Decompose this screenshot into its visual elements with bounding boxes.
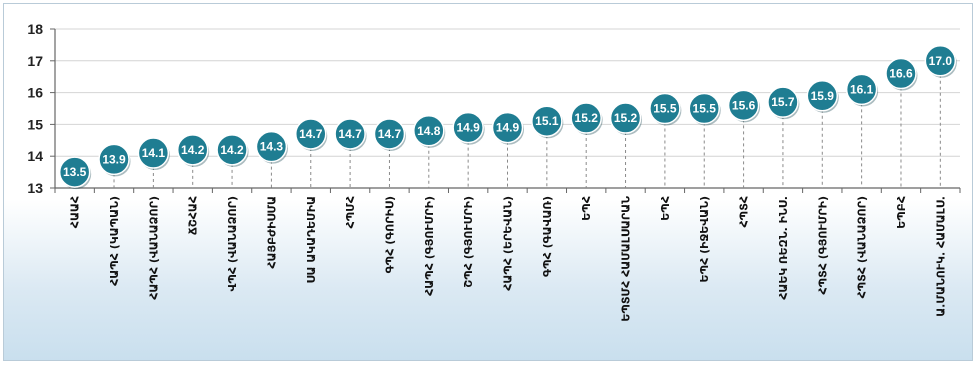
data-points: 13.5 13.9 14.1 14.2 14.2 14.3 14.7 14.7 14.7 14.8… <box>58 45 957 190</box>
category-label: ՇՊՀ (ԳՅՈՒՄՐԻ) <box>462 196 475 288</box>
data-label: 15.9 <box>811 89 835 103</box>
data-label: 14.2 <box>220 143 244 157</box>
category-label: ԳՊՀ (ԳՈՐԻՍ) <box>383 196 396 273</box>
y-tick-label: 18 <box>27 21 43 37</box>
data-label: 15.2 <box>575 111 599 125</box>
data-point <box>531 105 563 137</box>
axes <box>50 28 961 193</box>
category-label: ԳՊՀ (ԳԱՎԱՌ) <box>541 196 554 277</box>
data-point <box>295 118 327 150</box>
data-label: 15.1 <box>535 114 559 128</box>
y-tick-labels: 13 14 15 16 17 18 <box>27 21 43 196</box>
category-label: ՀՊՏՀ (ՎԱՆԱՁՈՐ) <box>856 196 869 298</box>
y-tick-label: 16 <box>27 85 43 101</box>
category-label: ԵՊՀ <box>659 196 672 221</box>
category-label: ՀԱՅԲԺԻՍՄԱ <box>265 196 278 269</box>
category-label: ՀՊՄՀ <box>344 196 357 228</box>
data-label: 15.6 <box>732 98 756 112</box>
y-tick-label: 15 <box>27 116 43 132</box>
data-point <box>334 118 366 150</box>
data-label: 16.6 <box>889 67 913 81</box>
data-label: 13.9 <box>102 152 126 166</box>
data-label: 14.7 <box>299 127 323 141</box>
data-point <box>924 45 957 77</box>
data-point <box>137 137 170 169</box>
category-label: ՃՇՀԱՀ <box>187 196 200 235</box>
category-label: ԵՊՀ <box>580 196 593 221</box>
data-point <box>176 134 209 166</box>
data-label: 14.3 <box>260 140 284 154</box>
category-label: ՀԱՊՀ (ԳՅՈՒՄՐԻ) <box>423 196 436 296</box>
data-label: 14.8 <box>417 124 441 138</box>
data-point <box>806 80 839 112</box>
data-label: 15.2 <box>614 111 638 125</box>
category-label: ՍԱ ԱԿԱԴԵՄԻԱ <box>305 196 318 284</box>
category-labels: ՀԱԱՀ ՀԱՊՀ (ԿԱՊԱՆ) ՀԱՊՀ (ՎԱՆԱՁՈՐ) ՃՇՀԱՀ ՎՊՀ (… <box>69 196 948 322</box>
category-label: ՀԱԵԿ ՌԵԶՆ. ԻՆՍ. <box>777 196 790 300</box>
category-label: ՀՊՏՀ (ԳՅՈՒՄՐԻ) <box>816 196 829 295</box>
data-label: 14.9 <box>456 121 480 135</box>
data-point <box>216 134 248 166</box>
chart-frame <box>3 3 973 361</box>
category-label: ՀԱՊՀ (ԵՐԵՎԱՆ) <box>502 196 515 291</box>
data-point <box>688 92 720 125</box>
category-label: ՀՊՏՀ <box>738 196 751 228</box>
data-point <box>98 143 130 176</box>
data-point <box>649 92 681 125</box>
data-point <box>255 130 288 163</box>
data-point <box>727 89 760 122</box>
data-point <box>570 102 602 134</box>
y-tick-label: 17 <box>27 53 43 69</box>
data-point <box>373 118 406 150</box>
category-label: Ա.ՄԱՆՈՒԿ. ՀԱՄԱԼՍ. <box>934 196 947 317</box>
data-label: 16.1 <box>850 82 874 96</box>
data-label: 13.5 <box>63 165 87 179</box>
data-label: 14.2 <box>181 143 205 157</box>
data-label: 15.5 <box>693 102 717 116</box>
data-label: 14.1 <box>142 146 166 160</box>
data-point <box>885 57 917 90</box>
data-label: 17.0 <box>929 54 953 68</box>
data-point <box>491 111 524 144</box>
y-tick-label: 14 <box>27 148 43 164</box>
data-point <box>452 111 484 144</box>
y-tick-label: 13 <box>27 180 43 196</box>
data-point <box>767 86 799 118</box>
category-label: ԵՊՀ (ԻՋԵՎԱՆ) <box>698 196 711 282</box>
data-point <box>845 73 878 106</box>
category-label: ՀԱՊՀ (ՎԱՆԱՁՈՐ) <box>147 196 160 300</box>
data-point <box>609 102 642 134</box>
data-point <box>413 115 445 147</box>
category-label: ՎՊՀ (ՎԱՆԱՁՈՐ) <box>226 196 239 291</box>
category-label: ՀԱԱՀ <box>69 196 82 228</box>
drop-lines <box>74 74 941 188</box>
category-label: ՀԱՊՀ (ԿԱՊԱՆ) <box>108 196 121 286</box>
data-label: 14.7 <box>338 127 362 141</box>
data-label: 15.5 <box>653 102 677 116</box>
data-point <box>58 156 91 188</box>
data-label: 15.7 <box>771 95 795 109</box>
category-label: ԵՊԲՀ <box>895 196 908 229</box>
data-label: 14.9 <box>496 121 520 135</box>
data-label: 14.7 <box>378 127 402 141</box>
category-label: ԵՊՏՄՀ ՀԱՄԱԼՍԱՐԱՆ <box>620 196 633 322</box>
